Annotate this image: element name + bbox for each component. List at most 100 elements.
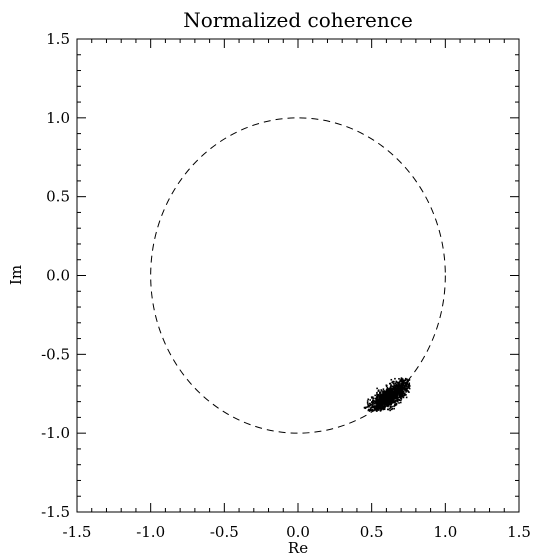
data-point xyxy=(379,396,382,399)
data-point xyxy=(391,396,393,399)
data-point xyxy=(386,401,388,404)
data-point xyxy=(388,391,390,393)
data-point xyxy=(389,395,392,397)
data-point xyxy=(375,407,378,409)
data-point xyxy=(404,382,406,385)
data-point xyxy=(404,379,407,382)
data-point xyxy=(392,401,394,403)
data-point xyxy=(389,382,392,385)
data-point xyxy=(372,409,375,412)
data-point xyxy=(372,400,374,402)
data-point xyxy=(385,384,388,387)
data-point xyxy=(402,382,404,384)
data-point xyxy=(387,408,389,411)
data-point xyxy=(380,393,383,396)
data-point xyxy=(386,395,389,398)
data-point xyxy=(380,406,383,409)
x-tick-label: 1.5 xyxy=(507,523,531,541)
data-point xyxy=(400,386,403,389)
plot-frame xyxy=(76,38,520,513)
data-point xyxy=(389,393,392,395)
data-point xyxy=(384,398,387,401)
y-axis-label: Im xyxy=(7,265,25,285)
data-point xyxy=(403,386,406,389)
data-point xyxy=(394,382,397,384)
data-point xyxy=(377,400,379,403)
data-point xyxy=(389,386,392,389)
data-point xyxy=(390,408,393,411)
data-point xyxy=(380,397,382,400)
data-point xyxy=(397,394,399,396)
data-point xyxy=(395,380,398,383)
data-point xyxy=(400,396,402,398)
data-point xyxy=(376,391,378,394)
data-point xyxy=(390,384,392,386)
data-point xyxy=(402,395,405,397)
data-point xyxy=(376,396,379,399)
data-point xyxy=(374,401,377,403)
y-tick-label: -1.0 xyxy=(41,424,70,442)
data-point xyxy=(383,392,385,394)
data-point xyxy=(407,385,409,388)
data-point xyxy=(405,385,408,387)
data-point xyxy=(399,401,402,404)
data-point xyxy=(376,409,378,411)
data-point xyxy=(380,389,383,391)
x-tick-label: -0.5 xyxy=(210,523,239,541)
data-point xyxy=(368,408,370,411)
data-point xyxy=(389,409,391,412)
plot-border xyxy=(76,38,520,513)
data-point xyxy=(401,391,404,394)
data-point xyxy=(382,406,385,409)
data-point xyxy=(385,389,388,392)
data-point xyxy=(386,399,388,402)
x-axis-label: Re xyxy=(288,539,308,556)
y-tick-label: 1.0 xyxy=(46,109,70,127)
data-point xyxy=(367,403,369,406)
data-point xyxy=(389,406,392,409)
data-point xyxy=(388,399,391,401)
data-point xyxy=(385,403,388,406)
data-point xyxy=(398,390,401,392)
data-point xyxy=(399,384,402,387)
data-point xyxy=(387,389,390,392)
data-point xyxy=(390,388,393,391)
data-point xyxy=(407,390,410,393)
data-point xyxy=(395,403,398,406)
data-point xyxy=(398,381,401,384)
data-point xyxy=(392,385,395,388)
data-point xyxy=(373,405,376,407)
data-point xyxy=(374,409,377,411)
data-point xyxy=(377,407,380,409)
data-point xyxy=(392,397,395,399)
data-point xyxy=(400,388,403,391)
data-point xyxy=(392,381,394,384)
data-point xyxy=(378,401,381,403)
data-point xyxy=(393,400,395,402)
data-point xyxy=(382,395,384,397)
data-point xyxy=(383,405,386,408)
data-point xyxy=(395,402,398,405)
data-point xyxy=(401,395,404,398)
data-point xyxy=(366,406,368,408)
data-point xyxy=(393,394,395,397)
data-point xyxy=(405,383,408,386)
data-point xyxy=(403,394,406,397)
data-point xyxy=(394,403,397,406)
x-tick-label: 0.0 xyxy=(286,523,310,541)
data-point xyxy=(406,387,409,390)
data-point xyxy=(407,383,410,386)
data-point xyxy=(389,390,392,393)
data-point xyxy=(405,396,408,399)
data-point xyxy=(377,393,380,396)
x-tick-label: 0.5 xyxy=(360,523,384,541)
data-point xyxy=(384,394,386,397)
data-point xyxy=(393,380,395,383)
data-point xyxy=(400,399,402,402)
data-point xyxy=(386,386,389,389)
data-point xyxy=(400,397,402,399)
data-point xyxy=(388,393,390,395)
data-point xyxy=(400,387,403,390)
data-point xyxy=(383,404,386,407)
data-point xyxy=(392,391,394,394)
